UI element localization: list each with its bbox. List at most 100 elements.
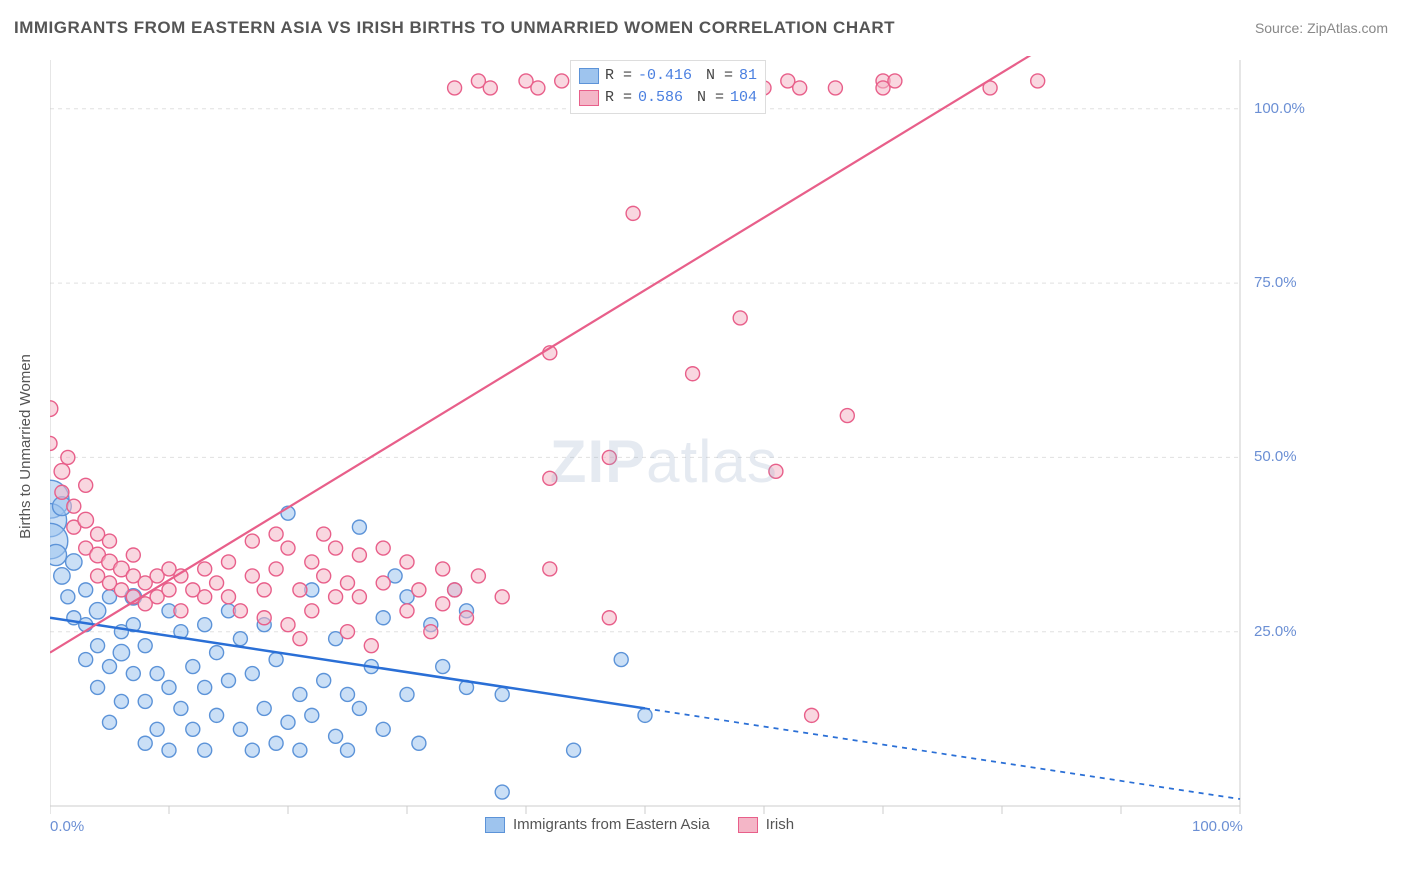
legend-item: Irish xyxy=(738,816,794,833)
data-point xyxy=(126,548,140,562)
data-point xyxy=(638,708,652,722)
data-point xyxy=(329,541,343,555)
data-point xyxy=(376,541,390,555)
data-point xyxy=(138,736,152,750)
data-point xyxy=(103,715,117,729)
data-point xyxy=(305,708,319,722)
legend-row: R = 0.586N =104 xyxy=(579,87,757,109)
data-point xyxy=(543,471,557,485)
data-point xyxy=(341,576,355,590)
data-point xyxy=(281,618,295,632)
data-point xyxy=(400,687,414,701)
data-point xyxy=(531,81,545,95)
data-point xyxy=(483,81,497,95)
x-tick-label: 100.0% xyxy=(1192,818,1243,835)
data-point xyxy=(138,639,152,653)
data-point xyxy=(210,646,224,660)
data-point xyxy=(257,583,271,597)
data-point xyxy=(198,680,212,694)
data-point xyxy=(341,687,355,701)
data-point xyxy=(79,653,93,667)
data-point xyxy=(805,708,819,722)
data-point xyxy=(495,590,509,604)
y-tick-label: 75.0% xyxy=(1254,274,1297,291)
data-point xyxy=(840,409,854,423)
data-point xyxy=(233,722,247,736)
n-value: 81 xyxy=(739,65,757,87)
data-point xyxy=(424,625,438,639)
data-point xyxy=(436,562,450,576)
data-point xyxy=(198,618,212,632)
data-point xyxy=(352,520,366,534)
data-point xyxy=(317,569,331,583)
data-point xyxy=(376,611,390,625)
data-point xyxy=(733,311,747,325)
data-point xyxy=(222,590,236,604)
data-point xyxy=(293,687,307,701)
data-point xyxy=(245,534,259,548)
data-point xyxy=(198,590,212,604)
data-point xyxy=(293,743,307,757)
data-point xyxy=(61,450,75,464)
data-point xyxy=(50,436,57,450)
chart-title: IMMIGRANTS FROM EASTERN ASIA VS IRISH BI… xyxy=(14,18,895,38)
legend-label: Irish xyxy=(766,816,794,833)
data-point xyxy=(114,694,128,708)
data-point xyxy=(293,583,307,597)
data-point xyxy=(198,743,212,757)
data-point xyxy=(79,583,93,597)
data-point xyxy=(233,632,247,646)
data-point xyxy=(305,555,319,569)
data-point xyxy=(495,687,509,701)
y-tick-label: 25.0% xyxy=(1254,623,1297,640)
data-point xyxy=(257,701,271,715)
data-point xyxy=(352,590,366,604)
data-point xyxy=(210,708,224,722)
data-point xyxy=(495,785,509,799)
data-point xyxy=(222,674,236,688)
data-point xyxy=(400,555,414,569)
data-point xyxy=(186,722,200,736)
data-point xyxy=(210,576,224,590)
data-point xyxy=(281,541,295,555)
data-point xyxy=(471,569,485,583)
data-point xyxy=(626,206,640,220)
data-point xyxy=(412,736,426,750)
legend-item: Immigrants from Eastern Asia xyxy=(485,816,710,833)
data-point xyxy=(317,527,331,541)
data-point xyxy=(436,660,450,674)
n-label: N = xyxy=(706,65,733,87)
data-point xyxy=(543,562,557,576)
data-point xyxy=(602,611,616,625)
data-point xyxy=(91,639,105,653)
data-point xyxy=(460,611,474,625)
y-axis-label: Births to Unmarried Women xyxy=(10,56,40,836)
data-point xyxy=(103,534,117,548)
data-point xyxy=(257,611,271,625)
data-point xyxy=(113,644,129,660)
series-legend: Immigrants from Eastern Asia Irish xyxy=(485,816,794,833)
data-point xyxy=(448,81,462,95)
data-point xyxy=(269,562,283,576)
chart-area: 25.0%50.0%75.0%100.0%0.0%100.0%R =-0.416… xyxy=(50,56,1320,836)
data-point xyxy=(78,512,94,528)
data-point xyxy=(61,590,75,604)
data-point xyxy=(150,722,164,736)
legend-swatch xyxy=(485,817,505,833)
data-point xyxy=(400,604,414,618)
y-tick-label: 100.0% xyxy=(1254,100,1305,117)
data-point xyxy=(376,576,390,590)
legend-swatch xyxy=(738,817,758,833)
data-point xyxy=(293,632,307,646)
data-point xyxy=(828,81,842,95)
data-point xyxy=(222,555,236,569)
data-point xyxy=(162,680,176,694)
data-point xyxy=(793,81,807,95)
data-point xyxy=(269,653,283,667)
data-point xyxy=(54,568,70,584)
source-attribution: Source: ZipAtlas.com xyxy=(1255,20,1388,36)
legend-swatch xyxy=(579,90,599,106)
data-point xyxy=(341,625,355,639)
x-tick-label: 0.0% xyxy=(50,818,84,835)
data-point xyxy=(448,583,462,597)
